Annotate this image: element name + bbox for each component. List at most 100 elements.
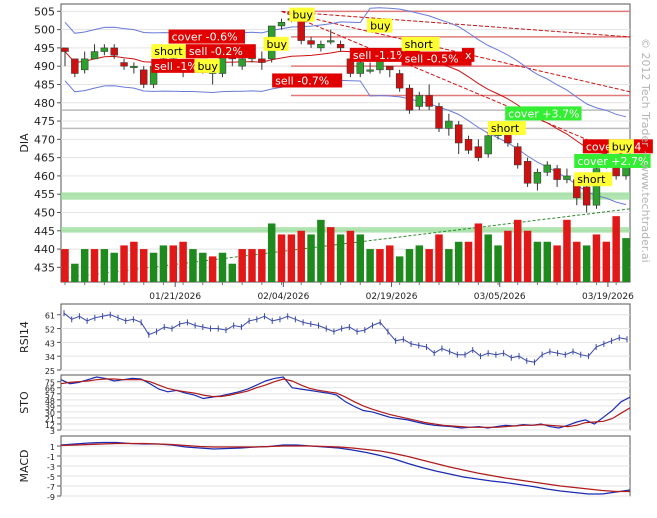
volume-bar	[71, 263, 79, 282]
candle	[317, 43, 325, 49]
signal-label-box	[289, 7, 315, 22]
candle	[563, 175, 571, 180]
volume-bar	[405, 249, 414, 282]
signal-label: short	[405, 38, 434, 51]
volume-bar	[513, 219, 522, 282]
candle	[90, 51, 99, 60]
volume-bar	[326, 227, 335, 282]
candle	[366, 69, 374, 72]
signal-label: sell -0.5%	[405, 53, 459, 66]
y-tick-label: -5	[47, 473, 55, 482]
volume-bar	[592, 234, 601, 282]
volume-bar	[100, 249, 109, 282]
candle	[130, 65, 138, 68]
candle	[435, 106, 443, 129]
y-tick-label: 470	[34, 133, 55, 146]
y-tick-label: 445	[34, 225, 55, 238]
volume-bar	[267, 223, 276, 282]
candle	[533, 172, 542, 184]
y-tick-label: 21	[45, 415, 55, 424]
axis-label: STO	[18, 391, 31, 414]
signal-label: sell -0.7%	[275, 74, 329, 87]
candle	[415, 95, 424, 107]
y-tick-label: 440	[34, 243, 55, 256]
trend-line	[281, 10, 631, 159]
axis-label: DIA	[18, 133, 31, 153]
y-tick-label: 1	[50, 443, 55, 452]
y-tick-label: 495	[34, 42, 55, 55]
volume-bar	[523, 230, 532, 282]
volume-bar	[415, 245, 424, 282]
y-tick-label: 455	[34, 188, 55, 201]
signal-label-box	[263, 36, 289, 51]
y-tick-label: 34	[45, 353, 55, 362]
y-tick-label: -3	[47, 463, 55, 472]
signal-label: buy	[292, 9, 313, 22]
signal-line	[60, 442, 630, 493]
signal-label: buy	[370, 20, 391, 33]
candle	[71, 58, 79, 74]
x-tick-label: 03/05/2026	[474, 292, 526, 302]
volume-bar	[317, 219, 325, 282]
volume-bar	[80, 249, 89, 282]
signal-label-box	[151, 44, 190, 59]
volume-bar	[120, 245, 128, 282]
signal-label-box	[168, 29, 245, 44]
candle	[523, 161, 532, 184]
volume-bar	[228, 263, 237, 282]
y-tick-label: 57	[45, 391, 55, 400]
volume-bar	[159, 245, 168, 282]
lower-band	[64, 79, 627, 206]
candle	[425, 95, 433, 107]
sto-panel-frame	[60, 374, 631, 431]
candle	[336, 43, 345, 49]
candle	[582, 186, 591, 206]
x-tick-label: 03/19/2026	[582, 292, 634, 302]
candle	[592, 168, 601, 206]
candle	[356, 62, 364, 74]
volume-bar	[189, 249, 197, 282]
volume-bar	[612, 216, 620, 282]
axis-label: RSI14	[18, 321, 31, 353]
y-tick-label: 485	[34, 78, 55, 91]
volume-bar	[248, 249, 256, 282]
volume-bar	[454, 241, 463, 282]
volume-bar	[494, 245, 502, 282]
watermark: © 2012 Tech Trader ~ www.techtrader.ai	[639, 38, 652, 263]
signal-label: buy	[612, 140, 633, 153]
volume-bar	[287, 234, 296, 282]
signal-label: buy	[197, 60, 218, 73]
volume-bar	[504, 230, 512, 282]
signal-label: short	[577, 173, 606, 186]
y-tick-label: 48	[45, 397, 55, 406]
candle	[100, 47, 109, 52]
signal-label-box	[505, 106, 582, 121]
candle	[307, 40, 315, 45]
candle	[395, 73, 404, 89]
candle	[484, 135, 492, 155]
candle	[464, 139, 473, 151]
y-tick-label: 30	[45, 409, 55, 418]
volume-bar	[169, 245, 178, 282]
volume-bar	[474, 223, 483, 282]
y-tick-label: 450	[34, 207, 55, 220]
volume-bar	[179, 241, 187, 282]
x-tick-label: 02/04/2026	[257, 292, 309, 302]
volume-bar	[622, 238, 630, 282]
volume-bar	[376, 249, 384, 282]
macd-panel: -9-7-5-3-11 MACD	[18, 435, 631, 502]
y-tick-label: 3	[50, 427, 55, 436]
candle	[543, 164, 551, 173]
y-tick-label: 475	[34, 115, 55, 128]
signal-label: cover -0.6%	[172, 31, 238, 44]
candle	[386, 65, 394, 71]
y-tick-label: 505	[34, 5, 55, 18]
volume-bar	[297, 230, 305, 282]
trend-line	[281, 10, 631, 38]
signal-label: sell -1.1%	[353, 49, 407, 62]
axis-label: MACD	[18, 450, 31, 483]
signal-label-box	[185, 44, 256, 59]
volume-bar	[356, 234, 365, 282]
